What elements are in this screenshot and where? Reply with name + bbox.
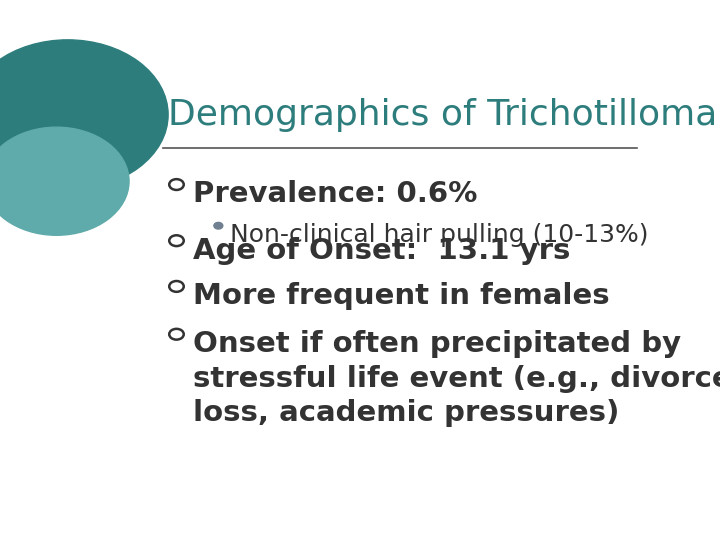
Text: Demographics of Trichotillomania: Demographics of Trichotillomania bbox=[168, 98, 720, 132]
Text: Onset if often precipitated by
stressful life event (e.g., divorce,
loss, academ: Onset if often precipitated by stressful… bbox=[193, 330, 720, 427]
Circle shape bbox=[0, 127, 129, 235]
Text: More frequent in females: More frequent in females bbox=[193, 282, 610, 310]
Circle shape bbox=[0, 40, 168, 190]
Text: Non-clinical hair pulling (10-13%): Non-clinical hair pulling (10-13%) bbox=[230, 223, 648, 247]
Text: Age of Onset:  13.1 yrs: Age of Onset: 13.1 yrs bbox=[193, 237, 571, 265]
Circle shape bbox=[214, 222, 222, 229]
Text: Prevalence: 0.6%: Prevalence: 0.6% bbox=[193, 180, 477, 208]
